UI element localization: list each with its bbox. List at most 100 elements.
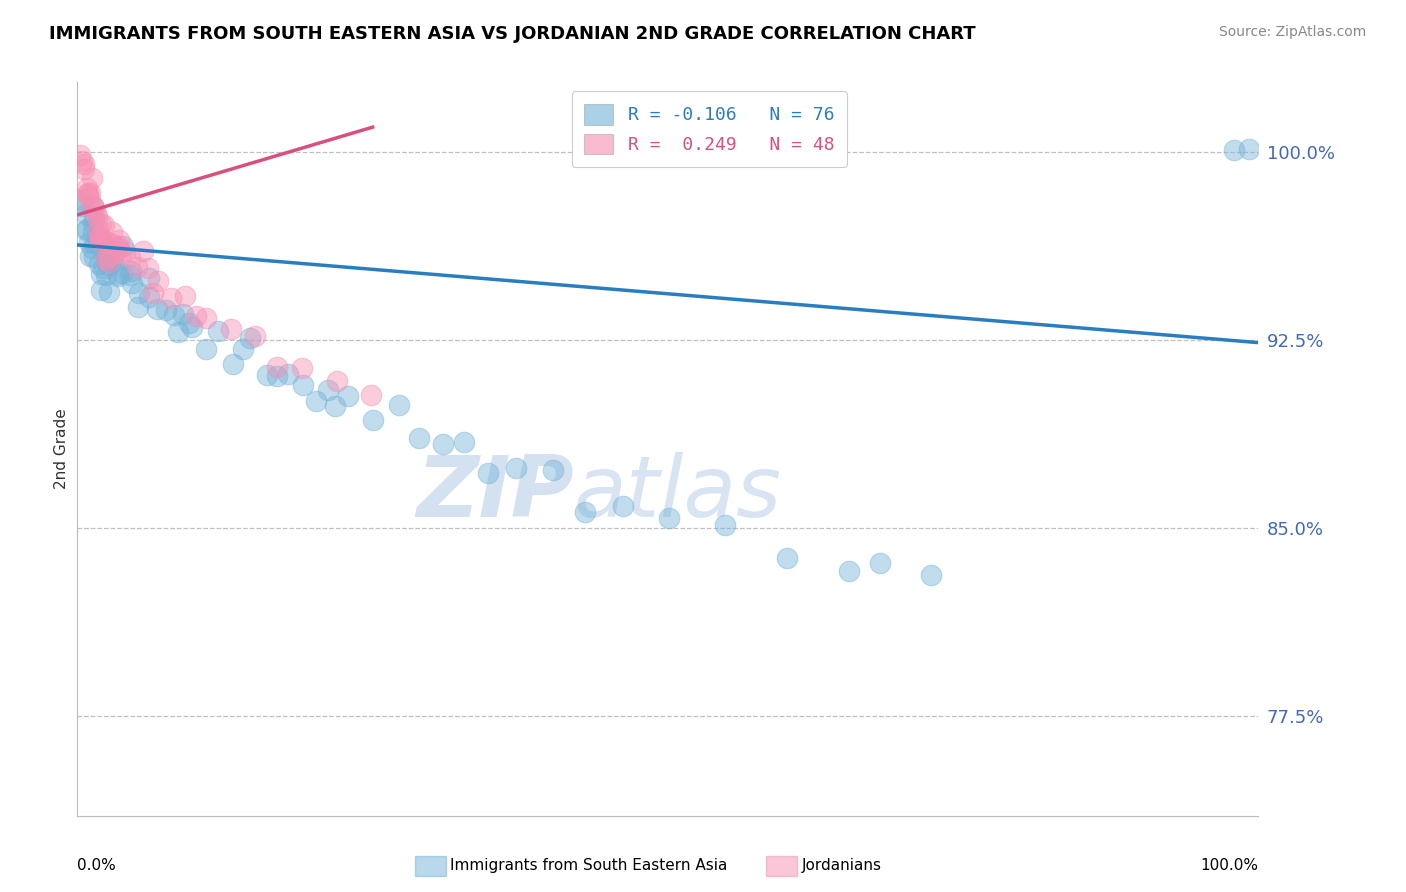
Point bbox=[256, 368, 278, 383]
Point bbox=[108, 233, 131, 247]
Text: IMMIGRANTS FROM SOUTH EASTERN ASIA VS JORDANIAN 2ND GRADE CORRELATION CHART: IMMIGRANTS FROM SOUTH EASTERN ASIA VS JO… bbox=[49, 25, 976, 43]
Point bbox=[82, 241, 104, 255]
Point bbox=[138, 271, 160, 285]
Point bbox=[83, 236, 105, 251]
Point bbox=[76, 222, 98, 236]
Point bbox=[453, 435, 475, 450]
Point bbox=[83, 212, 105, 227]
Point bbox=[326, 374, 349, 388]
Point bbox=[96, 235, 118, 250]
Point bbox=[432, 436, 454, 450]
Point bbox=[142, 285, 165, 300]
Point bbox=[72, 153, 94, 168]
Point bbox=[72, 162, 94, 177]
Point bbox=[107, 267, 129, 281]
Point bbox=[107, 238, 129, 252]
Point bbox=[114, 244, 136, 258]
Point bbox=[107, 241, 129, 255]
Point bbox=[838, 565, 860, 579]
Point bbox=[94, 252, 117, 266]
Point bbox=[98, 243, 121, 257]
Point bbox=[155, 302, 177, 317]
Point bbox=[82, 216, 104, 230]
Point bbox=[266, 368, 288, 383]
Point bbox=[82, 225, 104, 239]
Point bbox=[98, 255, 121, 269]
Point bbox=[277, 368, 299, 382]
Point bbox=[101, 250, 124, 264]
Point bbox=[77, 235, 100, 250]
Point bbox=[120, 250, 142, 264]
Point bbox=[132, 244, 155, 259]
Point bbox=[714, 518, 737, 533]
Point bbox=[101, 256, 124, 270]
Point bbox=[96, 250, 118, 264]
Point bbox=[98, 285, 121, 299]
Point bbox=[76, 187, 98, 202]
Point bbox=[194, 343, 217, 357]
Point bbox=[360, 388, 382, 402]
Point bbox=[408, 431, 430, 445]
Point bbox=[91, 232, 114, 246]
Point bbox=[89, 231, 111, 245]
Point bbox=[1223, 143, 1246, 157]
Point bbox=[869, 556, 891, 570]
Point bbox=[76, 186, 98, 200]
Point bbox=[222, 357, 245, 371]
Point bbox=[86, 211, 108, 225]
Point bbox=[97, 258, 120, 272]
Point bbox=[243, 329, 266, 343]
Point bbox=[82, 171, 104, 186]
Point bbox=[920, 568, 942, 582]
Point bbox=[75, 207, 97, 221]
Point bbox=[72, 194, 94, 208]
Point bbox=[505, 461, 527, 475]
Point bbox=[162, 309, 184, 323]
Point bbox=[120, 264, 142, 278]
Point bbox=[181, 320, 204, 334]
Point bbox=[337, 388, 360, 402]
Point bbox=[541, 463, 564, 477]
Point bbox=[93, 218, 115, 232]
Point bbox=[232, 343, 254, 357]
Point bbox=[90, 217, 112, 231]
Point bbox=[136, 260, 159, 275]
Point bbox=[160, 291, 183, 305]
Point bbox=[101, 225, 124, 239]
Point bbox=[83, 251, 105, 265]
Point bbox=[90, 283, 112, 297]
Point bbox=[87, 223, 110, 237]
Point bbox=[79, 186, 101, 201]
Text: Jordanians: Jordanians bbox=[801, 858, 882, 872]
Point bbox=[90, 267, 112, 281]
Point bbox=[477, 466, 499, 480]
Text: Source: ZipAtlas.com: Source: ZipAtlas.com bbox=[1219, 25, 1367, 39]
Y-axis label: 2nd Grade: 2nd Grade bbox=[53, 409, 69, 490]
Point bbox=[72, 157, 94, 171]
Point bbox=[172, 307, 194, 321]
Point bbox=[87, 235, 110, 250]
Point bbox=[1237, 142, 1260, 156]
Point bbox=[658, 511, 681, 525]
Point bbox=[291, 360, 314, 375]
Point bbox=[83, 201, 105, 215]
Point bbox=[776, 551, 799, 566]
Point bbox=[82, 199, 104, 213]
Point bbox=[184, 309, 207, 323]
Point bbox=[75, 222, 97, 236]
Point bbox=[207, 324, 229, 338]
Point bbox=[612, 499, 634, 513]
Point bbox=[194, 311, 217, 326]
Point bbox=[146, 302, 169, 317]
Point bbox=[305, 393, 328, 408]
Point bbox=[84, 205, 107, 219]
Point bbox=[292, 378, 315, 392]
Point bbox=[387, 398, 409, 412]
Point bbox=[127, 260, 149, 275]
Point bbox=[138, 290, 160, 304]
Point bbox=[70, 199, 93, 213]
Point bbox=[101, 237, 124, 252]
Point bbox=[112, 239, 135, 253]
Point bbox=[98, 249, 121, 263]
Legend: R = -0.106   N = 76, R =  0.249   N = 48: R = -0.106 N = 76, R = 0.249 N = 48 bbox=[572, 91, 846, 167]
